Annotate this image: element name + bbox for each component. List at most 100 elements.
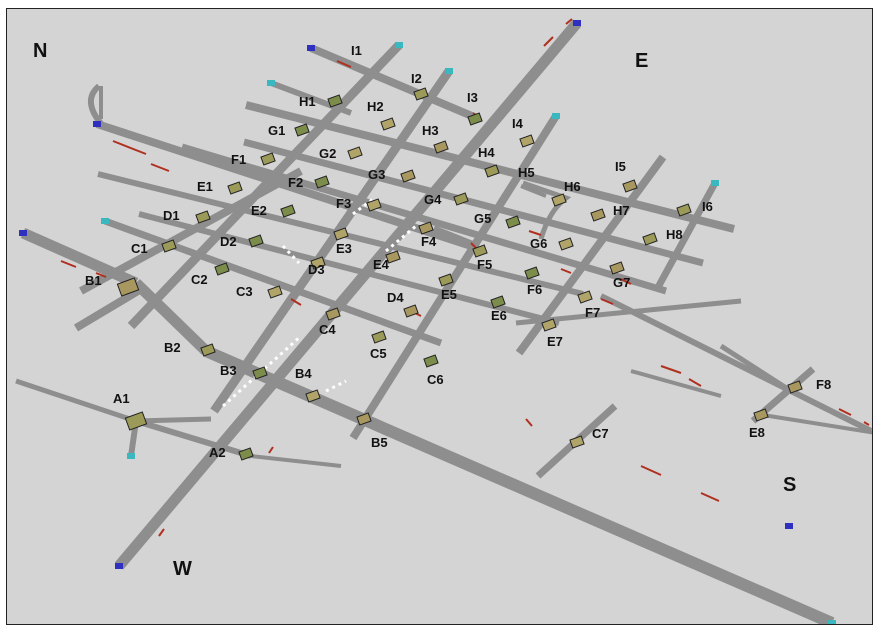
vehicle-marker xyxy=(150,163,170,172)
intersection-label-h1: H1 xyxy=(299,94,316,109)
intersection-g3 xyxy=(400,169,416,183)
intersection-b4 xyxy=(305,389,321,403)
intersection-h2 xyxy=(380,117,396,131)
road-segment xyxy=(309,44,481,123)
intersection-c1 xyxy=(161,239,177,253)
intersection-label-i5: I5 xyxy=(615,159,626,174)
compass-east: E xyxy=(635,50,648,72)
vehicle-marker xyxy=(600,298,614,305)
intersection-h1 xyxy=(327,94,343,108)
vehicle-marker xyxy=(543,36,554,47)
intersection-a2 xyxy=(238,447,254,461)
intersection-e8 xyxy=(753,408,769,422)
intersection-label-d4: D4 xyxy=(387,290,404,305)
intersection-c5 xyxy=(371,330,387,344)
road-segment xyxy=(762,413,872,435)
road-segment xyxy=(15,378,137,424)
road-end-cap xyxy=(127,453,135,459)
intersection-label-i1: I1 xyxy=(351,43,362,58)
intersection-label-f4: F4 xyxy=(421,234,437,249)
intersection-f7 xyxy=(577,290,593,304)
road-segment xyxy=(652,181,719,293)
intersection-label-f5: F5 xyxy=(477,257,492,272)
road-segment xyxy=(132,279,210,355)
intersection-label-d1: D1 xyxy=(163,208,180,223)
intersection-label-e3: E3 xyxy=(336,241,352,256)
intersection-label-c6: C6 xyxy=(427,372,444,387)
road-end-cap xyxy=(828,620,836,624)
intersection-f6 xyxy=(524,266,540,280)
intersection-b1 xyxy=(116,277,140,297)
intersection-g1 xyxy=(294,123,310,137)
road-segment xyxy=(599,293,872,434)
vehicle-marker xyxy=(290,298,302,306)
road-segment xyxy=(135,416,212,424)
compass-south: S xyxy=(783,474,796,496)
intersection-d1 xyxy=(195,210,211,224)
intersection-f2 xyxy=(314,175,330,189)
crosswalk-marks xyxy=(325,379,347,393)
intersection-f4 xyxy=(418,221,434,235)
intersection-h4 xyxy=(484,164,500,178)
road-end-cap xyxy=(395,42,403,48)
intersection-i4 xyxy=(519,134,535,148)
vehicle-marker xyxy=(620,278,632,285)
vehicle-marker xyxy=(640,465,662,476)
intersection-c2 xyxy=(214,262,230,276)
vehicle-marker xyxy=(158,528,165,537)
intersection-label-f7: F7 xyxy=(585,305,600,320)
compass-north: N xyxy=(33,40,47,62)
intersection-h3 xyxy=(433,140,449,154)
intersection-label-e4: E4 xyxy=(373,257,390,272)
intersection-e6 xyxy=(490,295,506,309)
intersection-label-b1: B1 xyxy=(85,273,102,288)
road-segment xyxy=(114,19,582,570)
vehicle-marker xyxy=(560,268,572,274)
vehicle-marker xyxy=(336,60,352,68)
intersection-d2 xyxy=(248,234,264,248)
intersection-label-b4: B4 xyxy=(295,366,312,381)
intersection-label-g6: G6 xyxy=(530,236,547,251)
intersection-label-c1: C1 xyxy=(131,241,148,256)
road-segment xyxy=(135,418,252,459)
intersection-label-e6: E6 xyxy=(491,308,507,323)
intersection-i2 xyxy=(413,87,429,101)
intersection-label-f1: F1 xyxy=(231,152,246,167)
intersection-e1 xyxy=(227,181,243,195)
intersection-f1 xyxy=(260,152,276,166)
label-layer: I1 I2 I3 I4 I5 I6 H1 H2 H3 H4 H5 H6 H7 H8 G1 G2 G3 G4 G5 G6… xyxy=(85,43,831,460)
intersection-label-i3: I3 xyxy=(467,90,478,105)
road-end-cap xyxy=(93,121,101,127)
road-end-cap xyxy=(445,68,453,74)
vehicle-marker xyxy=(528,230,542,236)
intersection-label-h2: H2 xyxy=(367,99,384,114)
intersection-label-e7: E7 xyxy=(547,334,563,349)
intersection-label-b3: B3 xyxy=(220,363,237,378)
road-segment xyxy=(250,454,342,468)
vehicle-layer xyxy=(60,18,870,537)
intersection-label-h8: H8 xyxy=(666,227,683,242)
intersection-i6 xyxy=(676,203,692,217)
road-segment xyxy=(138,211,560,326)
intersection-label-c3: C3 xyxy=(236,284,253,299)
intersection-label-d2: D2 xyxy=(220,234,237,249)
road-end-cap xyxy=(307,45,315,51)
road-network-diagram: I1 I2 I3 I4 I5 I6 H1 H2 H3 H4 H5 H6 H7 H8 G1 G2 G3 G4 G5 G6… xyxy=(6,8,873,625)
road-end-cap xyxy=(552,113,560,119)
intersection-g4 xyxy=(453,192,469,206)
intersection-f5 xyxy=(472,244,488,258)
vehicle-marker xyxy=(95,272,107,278)
intersection-label-i2: I2 xyxy=(411,71,422,86)
intersection-g7 xyxy=(609,261,625,275)
road-segment xyxy=(103,217,443,347)
intersection-label-c4: C4 xyxy=(319,322,336,337)
vehicle-marker xyxy=(863,421,870,426)
intersection-h7 xyxy=(590,208,606,222)
intersection-c4 xyxy=(325,307,341,321)
vehicle-marker xyxy=(112,140,147,155)
road-end-cap xyxy=(115,563,123,569)
intersection-f3 xyxy=(366,198,382,212)
intersection-label-f8: F8 xyxy=(816,377,831,392)
intersection-g5 xyxy=(505,215,521,229)
intersection-label-g4: G4 xyxy=(424,192,442,207)
